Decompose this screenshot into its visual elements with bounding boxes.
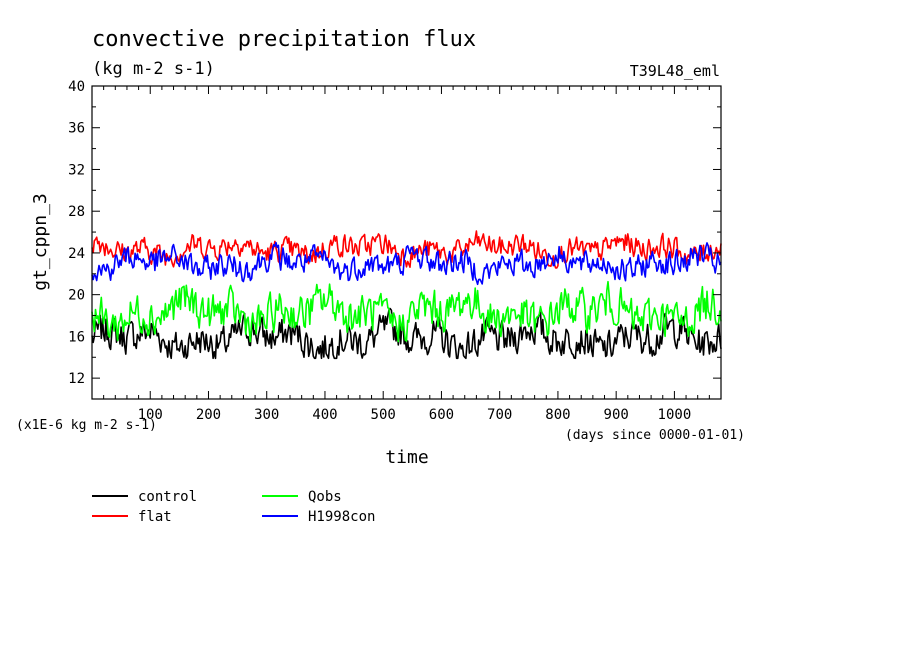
series-line-control (91, 307, 722, 360)
x-units-note: (days since 0000-01-01) (565, 428, 745, 443)
x-tick-label: 700 (487, 407, 512, 423)
x-tick-label: 900 (604, 407, 629, 423)
y-tick-label: 40 (68, 79, 85, 95)
experiment-label: T39L48_eml (630, 62, 720, 80)
chart-title: convective precipitation flux (92, 27, 476, 52)
y-axis: 12 16 20 24 28 32 36 40 (68, 79, 721, 400)
y-tick-label: 12 (68, 371, 85, 387)
x-tick-label: 600 (429, 407, 454, 423)
chart-units: (kg m-2 s-1) (92, 59, 215, 79)
x-tick-label: 300 (254, 407, 279, 423)
series-line-flat (91, 230, 722, 269)
y-tick-label: 36 (68, 121, 85, 137)
y-tick-label: 28 (68, 204, 85, 220)
legend-label: Qobs (308, 489, 342, 505)
y-axis-label: gt_cppn_3 (30, 193, 51, 291)
legend-label: control (138, 489, 197, 505)
y-tick-label: 20 (68, 288, 85, 304)
series-line-qobs (91, 280, 722, 343)
x-tick-label: 200 (196, 407, 221, 423)
y-tick-label: 32 (68, 162, 85, 178)
series-lines (91, 230, 722, 360)
y-scale-note: (x1E-6 kg m-2 s-1) (16, 418, 157, 433)
y-tick-label: 16 (68, 329, 85, 345)
y-tick-label: 24 (68, 246, 85, 262)
x-tick-label: 100 (138, 407, 163, 423)
legend-label: H1998con (308, 509, 375, 525)
x-tick-label: 500 (371, 407, 396, 423)
legend: control flat Qobs H1998con (92, 489, 375, 525)
legend-label: flat (138, 509, 172, 525)
x-tick-label: 400 (312, 407, 337, 423)
series-line-h1998con (91, 241, 722, 286)
x-tick-label: 800 (545, 407, 570, 423)
x-axis-label: time (385, 447, 428, 468)
x-tick-label: 1000 (658, 407, 692, 423)
x-axis: 100 200 300 400 500 600 700 800 900 1000 (103, 86, 710, 423)
